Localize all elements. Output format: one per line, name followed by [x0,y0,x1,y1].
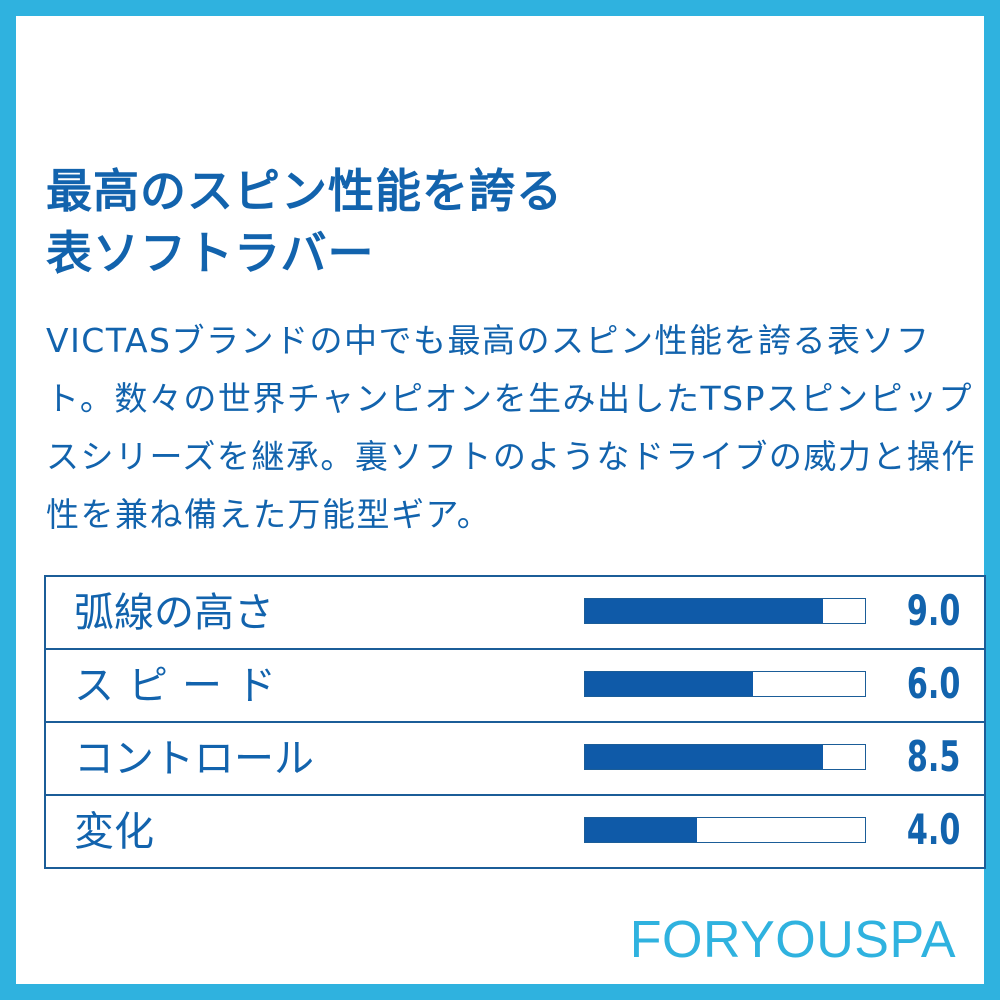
stat-row-speed: スピード 6.0 [46,650,984,723]
stat-bar [584,598,866,624]
stat-bar [584,817,866,843]
stat-bar-fill [585,745,823,769]
stat-value: 4.0 [906,805,960,854]
headline-line-1: 最高のスピン性能を誇る [46,164,563,218]
stat-label: 弧線の高さ [74,590,274,636]
stat-bar-fill [585,599,823,623]
product-description: VICTASブランドの中でも最高のスピン性能を誇る表ソフト。数々の世界チャンピオ… [46,321,976,534]
headline-line-2: 表ソフトラバー [46,226,375,280]
stat-row-control: コントロール 8.5 [46,723,984,796]
stat-bar [584,744,866,770]
headline: 最高のスピン性能を誇る 表ソフトラバー [46,160,563,284]
stat-label: 変化 [74,809,154,855]
stat-label: スピード [74,663,290,709]
stat-bar-fill [585,818,697,842]
stat-value: 9.0 [906,586,960,635]
watermark-text: FORYOUSPA [629,911,956,969]
stats-table: 弧線の高さ 9.0 スピード 6.0 コントロール 8.5 変化 4.0 [44,575,986,869]
stat-bar-fill [585,672,753,696]
stat-bar [584,671,866,697]
stat-label: コントロール [74,736,314,782]
stat-value: 8.5 [906,732,960,781]
stat-value: 6.0 [906,659,960,708]
stat-row-arc-height: 弧線の高さ 9.0 [46,577,984,650]
stat-row-variation: 変化 4.0 [46,796,984,867]
